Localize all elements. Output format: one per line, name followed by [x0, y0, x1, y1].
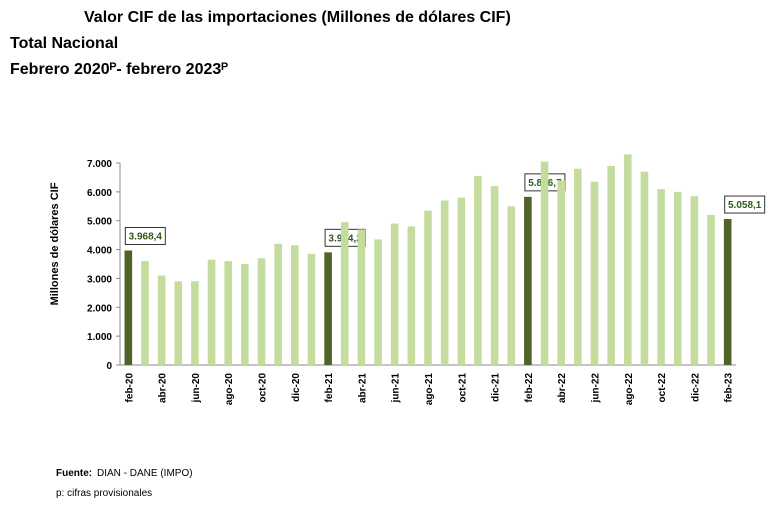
- x-tick-label: ago-21: [424, 373, 435, 406]
- bar: [191, 281, 199, 365]
- bar: [507, 206, 516, 365]
- bar: [124, 250, 133, 365]
- bar: [723, 219, 732, 365]
- x-tick-label: dic-21: [491, 373, 502, 402]
- source: DIAN - DANE (IMPO): [97, 468, 193, 479]
- x-tick-label: dic-20: [291, 373, 302, 402]
- x-tick-label: dic-22: [690, 373, 701, 402]
- y-tick-label: 0: [106, 361, 112, 372]
- bar: [340, 222, 349, 365]
- y-tick-label: 6.000: [87, 188, 112, 199]
- x-tick-label: oct-22: [657, 373, 668, 403]
- y-tick-label: 7.000: [87, 159, 112, 170]
- bar: [174, 281, 183, 365]
- bar: [490, 186, 499, 365]
- y-axis-label: Millones de dólares CIF: [49, 182, 61, 305]
- x-tick-label: abr-21: [357, 373, 368, 403]
- x-tick-label: oct-21: [457, 373, 468, 403]
- y-tick-label: 5.000: [87, 217, 112, 228]
- x-tick-label: abr-20: [158, 373, 169, 403]
- note: p: cifras provisionales: [56, 488, 152, 499]
- bar: [307, 253, 316, 365]
- x-tick-label: feb-22: [524, 373, 535, 403]
- bar: [690, 196, 699, 365]
- bar: [623, 154, 632, 365]
- y-tick-label: 4.000: [87, 246, 112, 257]
- x-tick-label: oct-20: [258, 373, 269, 403]
- x-tick-label: feb-21: [324, 373, 335, 403]
- x-tick-label: feb-20: [124, 373, 135, 403]
- bar: [707, 214, 715, 365]
- chart-period: Febrero 2020ᴾ- febrero 2023ᴾ: [10, 61, 228, 78]
- x-tick-label: jun-20: [191, 373, 202, 404]
- x-tick-label: ago-22: [624, 373, 635, 406]
- bar: [207, 259, 216, 365]
- x-tick-label: ago-20: [224, 373, 235, 406]
- bar: [157, 275, 166, 365]
- bar: [524, 196, 532, 365]
- x-tick-label: abr-22: [557, 373, 568, 403]
- bar: [257, 258, 266, 365]
- x-tick-label: jun-21: [391, 373, 402, 404]
- bar: [574, 168, 582, 365]
- bar: [657, 188, 665, 365]
- bar: [390, 223, 399, 365]
- value-label-box: [724, 195, 766, 214]
- bar: [673, 191, 682, 365]
- bar: [224, 261, 233, 365]
- value-label: 3.968,4: [129, 231, 163, 242]
- x-tick-label: feb-23: [724, 373, 735, 403]
- bar: [357, 229, 366, 365]
- x-tick-label: jun-22: [590, 373, 601, 404]
- y-tick-label: 1.000: [87, 332, 112, 343]
- bar: [474, 175, 482, 365]
- bar: [540, 161, 549, 365]
- value-label: 5.058,1: [728, 200, 762, 211]
- bar: [457, 197, 466, 365]
- bar: [607, 165, 615, 365]
- y-tick-label: 3.000: [87, 274, 112, 285]
- bar: [557, 180, 565, 365]
- bar: [241, 264, 249, 365]
- bar: [640, 171, 649, 365]
- bar: [424, 210, 432, 365]
- value-label-box: [124, 226, 166, 245]
- bar: [324, 252, 332, 365]
- bar: [141, 261, 149, 365]
- bar: [407, 226, 416, 365]
- bar: [291, 245, 299, 365]
- chart-title: Valor CIF de las importaciones (Millones…: [84, 9, 511, 26]
- bar: [590, 181, 599, 365]
- bar: [374, 239, 382, 365]
- y-tick-label: 2.000: [87, 303, 112, 314]
- bar: [274, 243, 282, 365]
- bar: [440, 200, 449, 365]
- chart-subtitle: Total Nacional: [10, 35, 118, 52]
- source-label: Fuente:: [56, 468, 92, 479]
